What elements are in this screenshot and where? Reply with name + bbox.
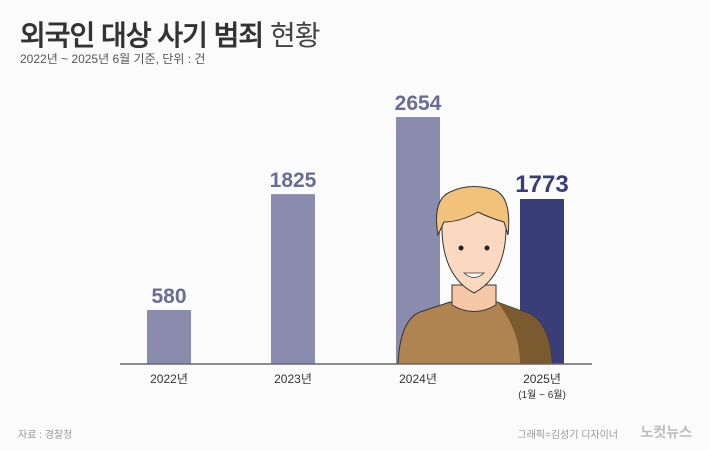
subtitle: 2022년 ~ 2025년 6월 기준, 단위 : 건 bbox=[20, 52, 206, 66]
page-title: 외국인 대상 사기 범죄 현황 bbox=[20, 14, 320, 54]
data-label: 2654 bbox=[395, 92, 442, 115]
data-label: 580 bbox=[151, 285, 186, 308]
bar-2022년 bbox=[147, 310, 191, 364]
x-tick-note: (1월 ~ 6월) bbox=[518, 389, 566, 401]
x-tick-label: 2022년 bbox=[150, 372, 188, 386]
bar-2023년 bbox=[271, 194, 315, 364]
x-tick-label: 2025년 bbox=[523, 372, 561, 386]
data-label: 1773 bbox=[515, 171, 568, 198]
x-tick-label: 2023년 bbox=[274, 372, 312, 386]
x-tick-label: 2024년 bbox=[399, 372, 437, 386]
person-illustration bbox=[397, 186, 553, 365]
graphic-credit: 그래픽=김성기 디자이너 bbox=[517, 430, 618, 441]
data-label: 1825 bbox=[270, 169, 317, 192]
title-light: 현황 bbox=[269, 20, 321, 51]
title-bold: 외국인 대상 사기 범죄 bbox=[20, 20, 264, 51]
source-note: 자료 : 경찰청 bbox=[18, 430, 73, 441]
logo: 노컷뉴스 bbox=[640, 424, 692, 440]
